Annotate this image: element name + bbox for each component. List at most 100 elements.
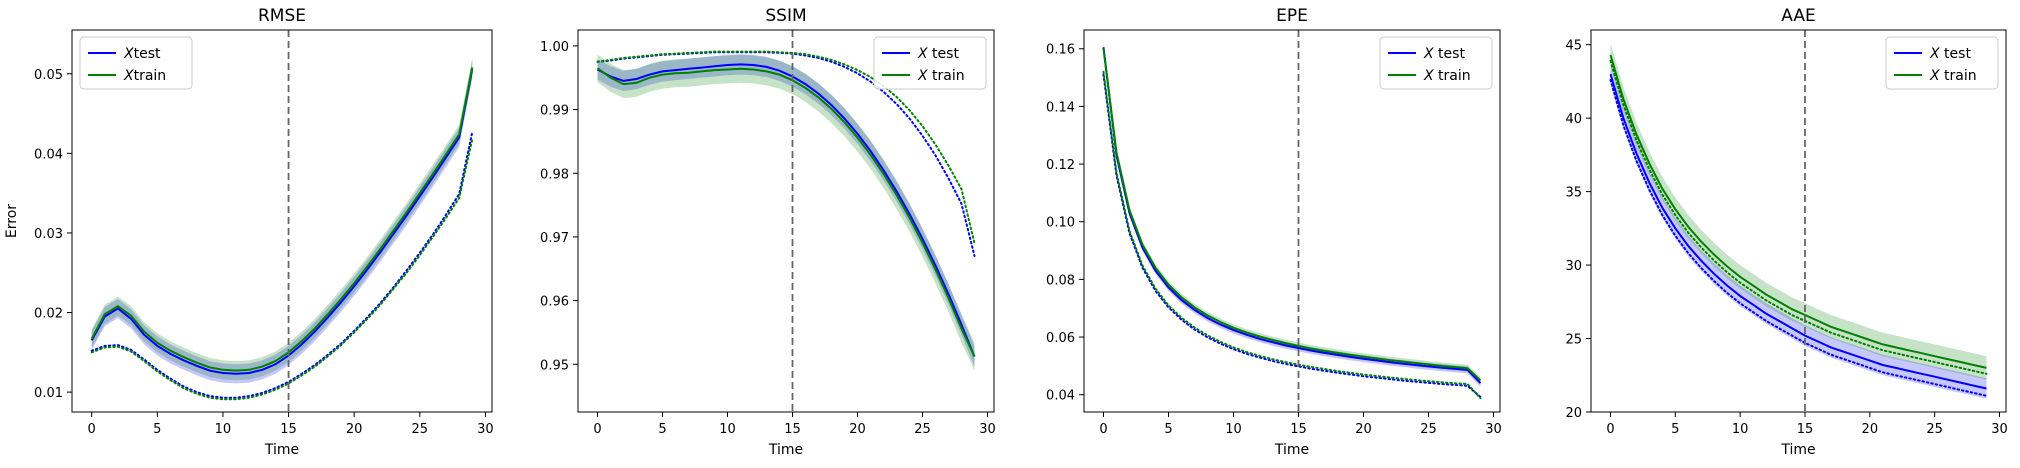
x-tick-label: 20: [1862, 422, 1879, 437]
y-tick-label: 0.03: [34, 227, 63, 242]
y-tick-label: 0.02: [34, 307, 63, 322]
x-tick-label: 10: [1225, 422, 1242, 437]
y-tick-label: 0.98: [540, 167, 569, 182]
y-axis-label: Error: [4, 204, 20, 238]
x-tick-label: 10: [215, 422, 232, 437]
chart-title: RMSE: [258, 6, 306, 26]
y-tick-label: 0.04: [34, 147, 63, 162]
series-line-test: [1609, 73, 1987, 390]
x-tick-label: 20: [346, 422, 363, 437]
dotted-line-test: [1609, 79, 1988, 397]
dotted-line-train: [596, 50, 976, 245]
legend-label-train: X train: [917, 68, 965, 84]
dotted-line-test: [1102, 73, 1482, 398]
legend: X test X train: [873, 36, 987, 90]
x-tick-label: 5: [1164, 422, 1172, 437]
series-line-test: [597, 63, 976, 357]
x-tick-label: 30: [979, 422, 996, 437]
panel-rmse: 0 5 10 15 20 25 30 0.01 0.02 0.03 0.04 0.05 RMSE Time…: [4, 6, 494, 458]
legend-label-train: X train: [1929, 68, 1977, 84]
x-tick-label: 5: [153, 422, 161, 437]
y-tick-label: 35: [1565, 186, 1582, 201]
x-tick-label: 30: [1991, 422, 2008, 437]
y-tick-label: 0.99: [540, 104, 569, 119]
dotted-line-train: [1102, 70, 1482, 400]
y-tick-label: 0.95: [540, 358, 569, 373]
dotted-line-train: [1609, 59, 1988, 375]
legend-label-train: Xtrain: [123, 68, 166, 84]
plot-area: [90, 30, 474, 412]
y-tick-label: 0.96: [540, 295, 569, 310]
series-line-train: [1102, 48, 1482, 382]
legend-label-test: X test: [1423, 46, 1465, 62]
y-tick-label: 0.01: [34, 386, 63, 401]
legend-label-test: X test: [1929, 46, 1971, 62]
legend: X test X train: [1379, 36, 1493, 90]
plot-area: [1609, 30, 1988, 412]
x-tick-label: 25: [1420, 422, 1437, 437]
legend: Xtest Xtrain: [79, 36, 193, 90]
x-tick-label: 0: [1099, 422, 1107, 437]
confidence-band-test: [597, 54, 975, 367]
y-tick-label: 40: [1565, 112, 1582, 127]
legend-label-test: X test: [917, 46, 959, 62]
confidence-band-test: [1103, 43, 1481, 387]
y-tick-label: 0.16: [1046, 43, 1075, 58]
y-tick-label: 0.12: [1046, 158, 1075, 173]
x-tick-label: 15: [280, 422, 297, 437]
series-line-test: [90, 68, 474, 375]
y-tick-label: 0.06: [1046, 331, 1075, 346]
y-tick-label: 0.04: [1046, 389, 1075, 404]
confidence-band-test: [91, 59, 473, 384]
x-axis-label: Time: [1274, 442, 1309, 458]
confidence-band-train: [91, 57, 473, 381]
dotted-line-test: [90, 130, 474, 399]
x-tick-label: 20: [1355, 422, 1372, 437]
y-tick-label: 20: [1565, 406, 1582, 421]
confidence-band-train: [1103, 45, 1481, 384]
y-tick-label: 25: [1565, 333, 1582, 348]
series-line-test: [1102, 47, 1482, 384]
confidence-band-train: [597, 54, 975, 371]
series-line-train: [90, 67, 474, 372]
x-tick-label: 10: [1732, 422, 1749, 437]
panel-ssim: 0 5 10 15 20 25 30 0.95 0.96 0.97 0.98 0.99 1.00 SSIM…: [540, 6, 996, 458]
x-axis-label: Time: [264, 442, 299, 458]
x-tick-label: 25: [914, 422, 931, 437]
legend-label-train: X train: [1423, 68, 1471, 84]
x-tick-label: 30: [1485, 422, 1502, 437]
y-tick-label: 0.08: [1046, 273, 1075, 288]
x-tick-label: 20: [849, 422, 866, 437]
y-tick-label: 1.00: [540, 40, 569, 55]
dotted-line-train: [90, 138, 474, 401]
x-tick-label: 30: [477, 422, 494, 437]
x-tick-label: 15: [1290, 422, 1307, 437]
y-tick-label: 0.14: [1046, 100, 1075, 115]
x-tick-label: 10: [719, 422, 736, 437]
x-tick-label: 5: [658, 422, 666, 437]
legend-label-test: Xtest: [123, 46, 161, 62]
x-tick-label: 15: [1797, 422, 1814, 437]
legend: X test X train: [1885, 36, 1999, 90]
x-tick-label: 5: [1671, 422, 1679, 437]
chart-title: SSIM: [765, 6, 806, 26]
panel-epe: 0 5 10 15 20 25 30 0.04 0.06 0.08 0.10 0.12 0.14 0.16…: [1046, 6, 1502, 458]
x-tick-label: 0: [593, 422, 601, 437]
axes-frame: [1590, 29, 2007, 413]
series-line-train: [1609, 54, 1987, 369]
x-tick-label: 0: [88, 422, 96, 437]
x-tick-label: 25: [412, 422, 429, 437]
y-tick-label: 0.97: [540, 231, 569, 246]
series-line-train: [596, 67, 976, 358]
axes-frame: [1083, 29, 1501, 413]
x-axis-label: Time: [768, 442, 803, 458]
plot-area: [596, 30, 976, 412]
y-tick-label: 45: [1565, 39, 1582, 54]
y-tick-label: 30: [1565, 259, 1582, 274]
axes-frame: [577, 29, 995, 413]
plot-area: [1102, 30, 1482, 412]
chart-title: AAE: [1781, 6, 1815, 26]
chart-title: EPE: [1276, 6, 1308, 26]
